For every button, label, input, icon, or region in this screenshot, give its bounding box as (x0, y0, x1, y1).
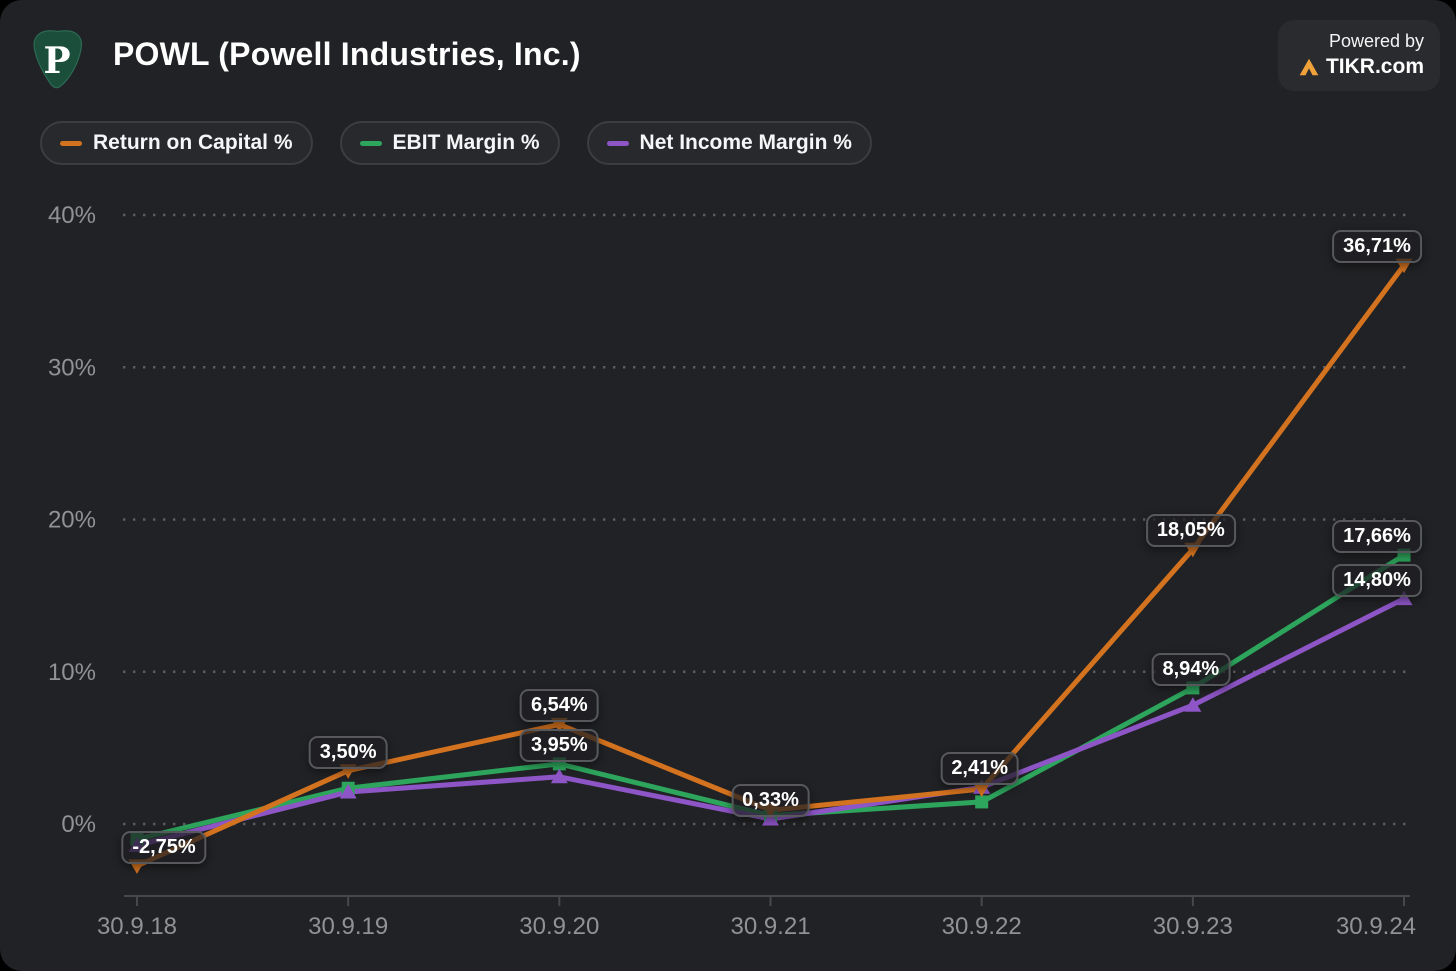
tikr-brand-text: TIKR.com (1325, 55, 1424, 78)
marker-triangle-up-nim (550, 768, 568, 784)
marker-square-ebit (1397, 548, 1411, 562)
marker-square-ebit (975, 795, 989, 809)
y-axis-label: 10% (48, 659, 96, 686)
legend-label: EBIT Margin % (392, 131, 540, 154)
marker-triangle-up-nim (1184, 697, 1202, 712)
marker-triangle-up-nim (1395, 590, 1413, 606)
legend-item-net-income-margin[interactable]: Net Income Margin % (586, 121, 872, 165)
legend-label: Return on Capital % (93, 131, 293, 154)
powered-by-badge[interactable]: Powered by TIKR.com (1277, 20, 1440, 91)
legend-label: Net Income Margin % (639, 131, 852, 154)
legend-item-ebit-margin[interactable]: EBIT Margin % (339, 121, 560, 165)
series-line-roc (134, 262, 1407, 869)
x-axis-label: 30.9.22 (942, 913, 1022, 940)
x-axis-label: 30.9.24 (1336, 913, 1416, 940)
series-swatch-ebit-margin (359, 140, 382, 146)
marker-triangle-down-roc (128, 859, 146, 874)
logo-shield-shape (33, 30, 82, 89)
powered-by-brand-row: TIKR.com (1298, 55, 1424, 79)
series-swatch-net-income-margin (606, 140, 629, 146)
marker-triangle-down-roc (973, 782, 991, 797)
y-axis-label: 20% (48, 507, 96, 534)
series-swatch-return-on-capital (60, 140, 82, 146)
legend: Return on Capital % EBIT Margin % Net In… (40, 121, 872, 165)
powered-by-text: Powered by (1328, 31, 1424, 51)
y-axis-label: 0% (61, 811, 96, 838)
x-axis-label: 30.9.21 (730, 913, 810, 940)
x-axis-label: 30.9.20 (519, 913, 599, 940)
company-logo-icon: P (33, 30, 82, 89)
marker-square-ebit (552, 757, 566, 771)
y-axis-label: 30% (48, 354, 96, 381)
marker-square-ebit (1186, 681, 1200, 695)
page-title: POWL (Powell Industries, Inc.) (113, 36, 581, 72)
marker-triangle-up-nim (339, 784, 357, 799)
x-axis-label: 30.9.19 (308, 913, 388, 940)
tikr-logo-icon (1299, 58, 1319, 76)
y-axis-label: 40% (48, 202, 96, 229)
x-axis-label: 30.9.18 (97, 913, 177, 940)
x-axis-label: 30.9.23 (1153, 913, 1233, 940)
legend-item-return-on-capital[interactable]: Return on Capital % (40, 121, 313, 165)
logo-letter: P (43, 40, 70, 82)
